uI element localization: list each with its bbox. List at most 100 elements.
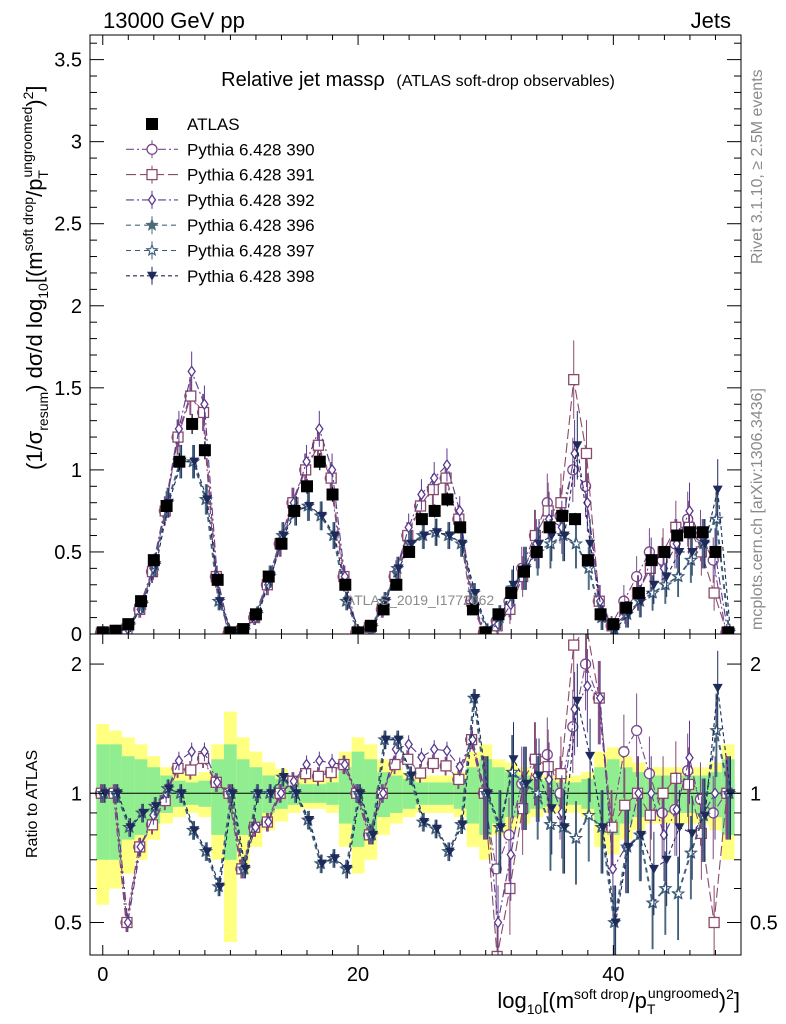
series-ratio-point: [440, 760, 452, 772]
series-ratio-point: [582, 808, 596, 821]
series-ratio-point: [623, 842, 634, 852]
series-ratio-point: [136, 840, 145, 854]
series-ratio-point: [568, 639, 580, 651]
series-ratio-point: [542, 760, 554, 773]
chart-title-sub: (ATLAS soft-drop observables): [396, 73, 614, 90]
series-ratio-point: [569, 831, 584, 844]
data-point: [696, 526, 709, 539]
series-ratio-point: [506, 848, 516, 861]
series-ratio-point: [302, 758, 311, 771]
series-ratio-point: [555, 767, 567, 780]
series-point: [202, 495, 213, 505]
series-point: [404, 521, 413, 534]
series-point: [572, 441, 583, 451]
series-point: [442, 458, 452, 472]
data-point: [160, 499, 173, 512]
series-ratio-point: [493, 916, 503, 929]
y-tick-label-ratio-right: 1: [750, 783, 761, 805]
series-point: [315, 422, 324, 435]
series-ratio-point: [597, 823, 608, 833]
stat-band-bin: [211, 759, 225, 835]
legend-entry: Pythia 6.428 396: [126, 216, 315, 235]
series-ratio-point: [200, 745, 209, 758]
data-point: [135, 595, 148, 608]
series-ratio-point: [707, 807, 719, 819]
series-ratio-point: [684, 845, 699, 859]
series-point: [710, 511, 724, 525]
legend-marker: [145, 243, 159, 257]
stat-band-bin: [236, 759, 250, 835]
data-point: [186, 417, 199, 430]
series-point: [417, 488, 426, 501]
series-ratio-point: [630, 724, 643, 737]
data-point: [313, 455, 326, 468]
series-ratio-point: [503, 829, 515, 841]
series-point: [559, 531, 570, 541]
series-point: [406, 539, 417, 549]
data-point: [709, 545, 722, 558]
x-tick-label: 40: [602, 964, 624, 986]
legend-entry: Pythia 6.428 392: [126, 190, 315, 210]
series-point: [278, 531, 289, 541]
series-point: [699, 539, 710, 549]
series-point: [304, 501, 315, 511]
series-ratio-point: [289, 775, 299, 788]
series-ratio-point: [315, 754, 324, 767]
series-point: [534, 539, 545, 549]
legend-marker: [145, 218, 159, 231]
series-ratio-point: [531, 786, 545, 799]
series-ratio-point: [214, 882, 225, 892]
series-ratio-point: [579, 658, 592, 670]
series-ratio-point: [185, 764, 197, 776]
series-point: [685, 504, 694, 518]
series-ratio-point: [657, 787, 669, 799]
series-point: [455, 504, 465, 518]
legend-marker: [146, 118, 158, 130]
series-ratio-point: [380, 735, 391, 745]
ratio-plot-area: [89, 622, 742, 956]
series-point: [429, 471, 439, 485]
y-tick-label-ratio: 1: [71, 783, 82, 805]
series-point: [414, 500, 427, 512]
series-ratio-point: [431, 824, 442, 834]
legend-label: Pythia 6.428 398: [187, 267, 315, 286]
series-point: [431, 528, 442, 538]
data-point: [722, 626, 735, 634]
series-ratio-point: [585, 751, 596, 761]
series-point: [674, 547, 685, 557]
series-ratio-point: [278, 773, 289, 783]
series-ratio-point: [299, 767, 312, 780]
legend-entry: Pythia 6.428 397: [126, 241, 315, 261]
data-point: [288, 504, 301, 517]
series-point: [327, 463, 337, 477]
series-ratio-point: [404, 738, 413, 751]
legend-label: ATLAS: [187, 115, 240, 134]
data-point: [683, 526, 696, 539]
y-tick-label-ratio-right: 2: [750, 654, 761, 676]
series-point: [342, 597, 353, 607]
series-point: [636, 597, 647, 607]
y-tick-label-main: 1.5: [54, 378, 82, 400]
series-ratio-point: [644, 809, 656, 821]
chart-title-main: Relative jet massρ: [221, 69, 385, 91]
series-ratio-point: [355, 789, 366, 799]
series-ratio-point: [327, 756, 337, 770]
x-tick-label: 20: [347, 964, 369, 986]
series-ratio-point: [470, 694, 481, 704]
y-tick-label-ratio-right: 0.5: [750, 912, 778, 934]
series-point: [200, 398, 209, 411]
series-ratio-point: [304, 815, 315, 825]
series-point: [329, 531, 340, 541]
data-point: [326, 488, 339, 501]
ratio-frame: [89, 633, 742, 956]
data-point: [454, 521, 467, 534]
stat-band-bin: [364, 759, 378, 835]
series-point: [312, 439, 325, 451]
data-point: [658, 545, 671, 558]
series-ratio-point: [670, 772, 682, 785]
data-point: [530, 545, 543, 558]
series-ratio-point: [342, 864, 353, 874]
series-point: [419, 531, 430, 541]
series-ratio-point: [581, 622, 591, 632]
